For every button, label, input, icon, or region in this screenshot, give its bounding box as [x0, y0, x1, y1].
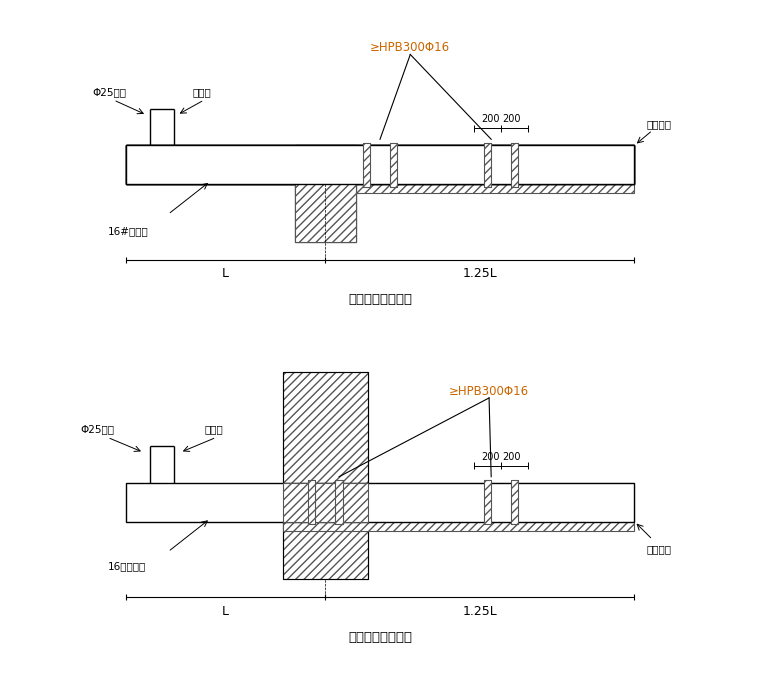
- Bar: [511, 143, 518, 187]
- Bar: [484, 480, 491, 524]
- Bar: [511, 480, 518, 524]
- Bar: [484, 480, 491, 524]
- Text: 悬挑钢梁穿墙构造: 悬挑钢梁穿墙构造: [348, 631, 412, 644]
- Text: 16#工字钢: 16#工字钢: [107, 227, 148, 236]
- Bar: [283, 483, 368, 521]
- Bar: [125, 145, 635, 184]
- Text: ≥HPB300Φ16: ≥HPB300Φ16: [370, 41, 451, 54]
- Bar: [295, 145, 356, 242]
- Text: 200: 200: [502, 114, 521, 124]
- Bar: [295, 145, 356, 242]
- Text: 16号工字钢: 16号工字钢: [107, 561, 146, 571]
- Bar: [309, 480, 315, 524]
- Text: L: L: [222, 604, 229, 617]
- Bar: [283, 483, 635, 530]
- Bar: [309, 480, 315, 524]
- Text: 1.25L: 1.25L: [463, 604, 497, 617]
- Text: ≥HPB300Φ16: ≥HPB300Φ16: [449, 385, 529, 398]
- Bar: [283, 372, 368, 579]
- Text: Φ25钢筋: Φ25钢筋: [92, 87, 126, 97]
- Bar: [295, 145, 356, 242]
- Text: L: L: [222, 267, 229, 280]
- Bar: [335, 480, 343, 524]
- Text: Φ25钢筋: Φ25钢筋: [80, 424, 114, 435]
- Bar: [335, 480, 343, 524]
- Text: 1.25L: 1.25L: [463, 267, 497, 280]
- Bar: [363, 143, 370, 187]
- Text: 同梁宽: 同梁宽: [192, 87, 211, 97]
- Bar: [511, 143, 518, 187]
- Text: 木楔塞紧: 木楔塞紧: [647, 119, 672, 129]
- Text: 200: 200: [481, 114, 500, 124]
- Bar: [125, 483, 635, 521]
- Bar: [484, 143, 491, 187]
- Bar: [125, 145, 635, 151]
- Text: 200: 200: [502, 452, 521, 462]
- Bar: [283, 372, 368, 579]
- Bar: [363, 143, 370, 187]
- Text: 悬挑钢梁楼面构造: 悬挑钢梁楼面构造: [348, 293, 412, 306]
- Text: 同梁宽: 同梁宽: [204, 424, 223, 435]
- Bar: [390, 143, 397, 187]
- Bar: [125, 145, 635, 184]
- Bar: [125, 145, 635, 184]
- Bar: [295, 145, 635, 194]
- Bar: [511, 480, 518, 524]
- Text: 200: 200: [481, 452, 500, 462]
- Text: 木楔塞紧: 木楔塞紧: [647, 544, 672, 554]
- Bar: [484, 143, 491, 187]
- Bar: [125, 178, 635, 184]
- Bar: [125, 145, 635, 184]
- Bar: [390, 143, 397, 187]
